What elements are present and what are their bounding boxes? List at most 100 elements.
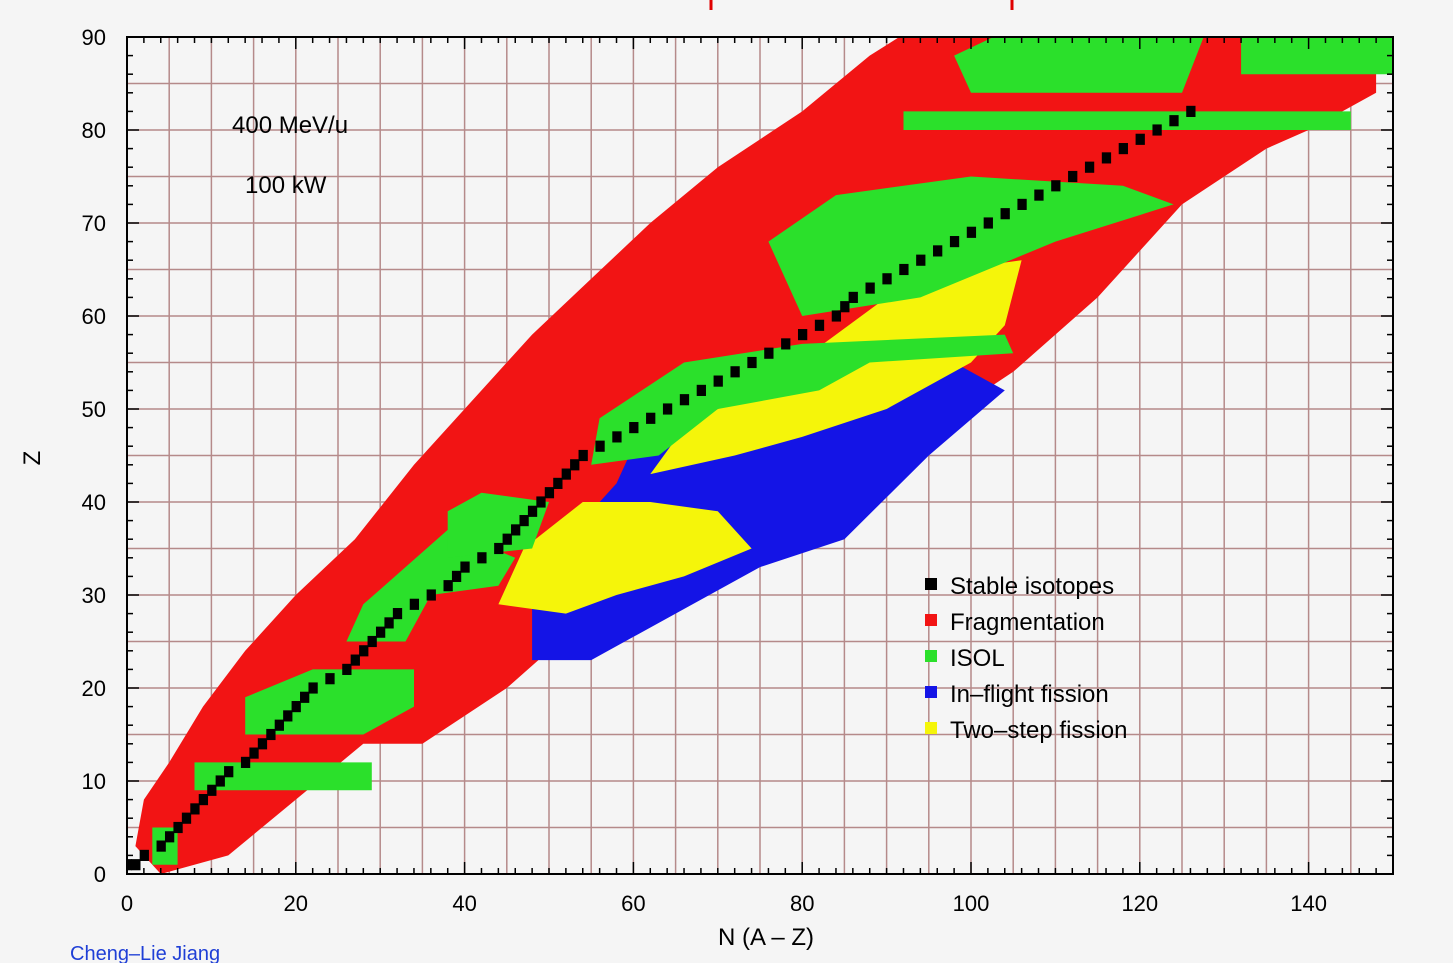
stable-isotope-point [1051, 180, 1061, 192]
legend-swatch [925, 650, 937, 662]
stable-isotope-point [164, 831, 175, 843]
isol-region [194, 762, 372, 791]
stable-isotope-point [384, 617, 394, 629]
stable-isotope-point [679, 394, 690, 406]
stable-isotope-point [1135, 133, 1145, 145]
stable-isotope-point [747, 356, 757, 369]
stable-isotope-point [291, 701, 301, 713]
stable-isotope-point [375, 626, 386, 638]
isol-region [1241, 37, 1393, 75]
stable-isotope-point [840, 301, 850, 313]
stable-isotope-point [477, 552, 487, 564]
stable-isotope-point [460, 561, 470, 573]
stable-isotope-point [207, 784, 217, 796]
stable-isotope-point [308, 682, 318, 694]
stable-isotope-point [342, 663, 352, 675]
stable-isotope-point [629, 422, 639, 434]
y-tick-label: 30 [82, 583, 106, 608]
stable-isotope-point [367, 635, 377, 648]
stable-isotope-point [502, 533, 512, 545]
axis-ticks [126, 36, 1394, 875]
stable-isotope-point [181, 812, 192, 824]
y-tick-label: 10 [82, 769, 106, 794]
stable-isotope-point [865, 282, 875, 294]
stable-isotope-point [831, 310, 842, 322]
stable-isotope-point [127, 859, 133, 871]
isol-region [954, 37, 1204, 93]
stable-isotope-point [561, 468, 571, 480]
stable-isotope-point [511, 524, 521, 536]
stable-isotope-point [224, 766, 234, 778]
stable-isotope-point [527, 505, 538, 517]
stable-isotope-point [350, 654, 360, 666]
isol-region [447, 492, 549, 558]
stable-isotope-point [899, 263, 909, 276]
stable-isotope-point [848, 291, 858, 303]
x-tick-labels: 0 20 40 60 80 100 120 140 [121, 891, 1327, 916]
isol-region [346, 529, 516, 642]
stable-isotope-point [257, 738, 268, 750]
annotation-power: 100 kW [245, 172, 327, 199]
stable-isotope-point [1186, 105, 1196, 117]
x-tick-label: 40 [452, 891, 476, 916]
stable-isotope-point [325, 673, 335, 685]
stable-isotope-point [966, 226, 977, 238]
isol-region [591, 334, 1014, 465]
legend-label: Two–step fission [950, 717, 1127, 744]
stable-isotope-point [190, 803, 200, 815]
stable-isotope-point [494, 542, 504, 555]
x-axis-title: N (A – Z) [718, 924, 814, 951]
x-tick-label: 140 [1290, 891, 1327, 916]
stable-isotope-point [814, 319, 825, 331]
x-tick-label: 100 [953, 891, 990, 916]
stable-isotope-point [240, 756, 251, 768]
stable-isotope-point [426, 589, 436, 601]
stable-isotope-point [553, 477, 563, 489]
region-layer [135, 37, 1393, 874]
stable-isotope-point [646, 412, 656, 424]
stable-isotope-point [131, 859, 141, 871]
stable-isotope-point [983, 217, 993, 229]
stable-isotope-point [1084, 161, 1095, 173]
stable-isotope-point [173, 821, 183, 834]
stable-isotope-point [570, 459, 580, 471]
stable-isotope-point [443, 580, 453, 592]
x-tick-label: 0 [121, 891, 133, 916]
stable-isotope-point [359, 645, 369, 657]
y-axis-title: Z [19, 451, 46, 466]
plot-frame [126, 36, 1394, 875]
stable-isotope-point [392, 608, 403, 620]
stable-isotope-point [696, 384, 706, 396]
stable-isotope-point [933, 245, 943, 257]
stable-isotope-point [409, 598, 420, 610]
annotation-energy: 400 MeV/u [232, 112, 348, 139]
inflight-fission-region [532, 362, 1005, 661]
stable-isotope-point [1017, 198, 1027, 210]
legend-swatch [925, 686, 937, 698]
stable-isotope-point [662, 403, 673, 415]
stable-isotope-point [578, 449, 588, 462]
x-tick-label: 120 [1121, 891, 1158, 916]
stable-isotope-point [1034, 189, 1044, 201]
stable-isotope-point [198, 794, 209, 806]
stable-isotope-point [595, 440, 605, 452]
x-tick-label: 80 [790, 891, 814, 916]
stable-isotope-point [215, 775, 225, 787]
stable-isotope-point [274, 719, 284, 731]
stable-isotope-point [156, 840, 166, 852]
stable-isotope-point [544, 487, 555, 499]
legend-swatch [925, 614, 937, 626]
y-tick-label: 60 [82, 304, 106, 329]
y-tick-label: 40 [82, 490, 106, 515]
author-credit: Cheng–Lie Jiang [70, 943, 220, 963]
stable-isotope-point [451, 570, 462, 582]
stable-isotope-point [949, 236, 960, 248]
stable-isotope-point [1101, 152, 1112, 164]
y-tick-label: 0 [94, 862, 106, 887]
y-tick-label: 50 [82, 397, 106, 422]
y-tick-label: 90 [82, 25, 106, 50]
y-tick-label: 70 [82, 211, 106, 236]
stable-isotope-point [1152, 124, 1162, 136]
stable-isotope-point [283, 710, 293, 722]
